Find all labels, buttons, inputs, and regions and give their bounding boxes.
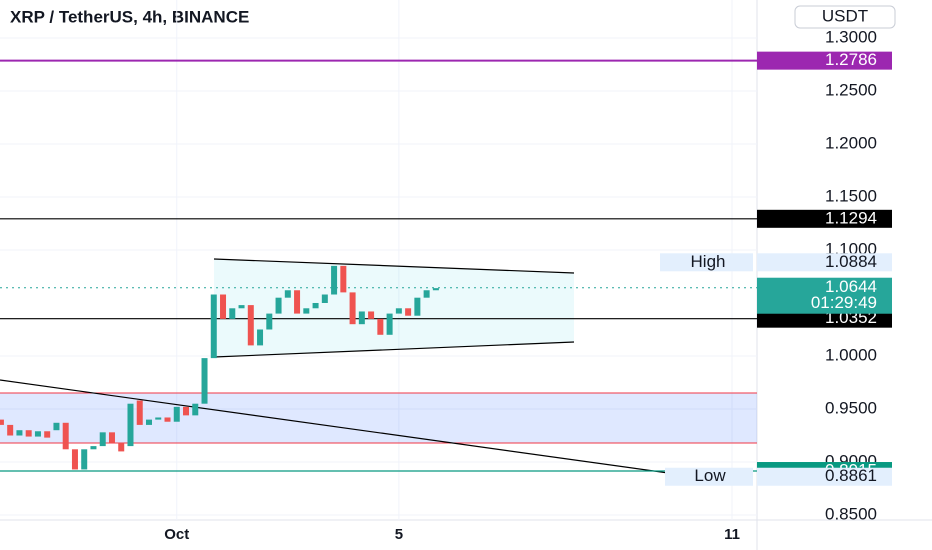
candle-body [284, 290, 291, 298]
candle-body [173, 406, 180, 422]
candle-body [220, 294, 227, 319]
candle-body [108, 432, 115, 443]
candle-body [183, 406, 190, 416]
candle-body [71, 449, 78, 470]
candle-body [62, 422, 69, 450]
candle-body [331, 265, 338, 295]
low-value-box [757, 467, 892, 486]
high-value-box [757, 253, 892, 272]
candle-body [358, 311, 365, 325]
level-label-box [757, 309, 892, 328]
candle-body [136, 400, 143, 425]
candle-body [238, 305, 245, 309]
drawings [0, 258, 757, 484]
candle-body [145, 419, 152, 425]
candle-body [423, 290, 430, 298]
candle-body [164, 417, 171, 422]
y-tick-label: 1.2500 [825, 80, 877, 99]
level-label: 1.2786 [825, 50, 877, 69]
candle-body [377, 318, 384, 335]
candle-body [25, 430, 32, 437]
low-tag [665, 467, 753, 486]
candle-body [349, 292, 356, 325]
triangle [214, 259, 574, 357]
candle-body [44, 431, 51, 438]
candle-body [405, 308, 412, 316]
level-label-box [757, 209, 892, 228]
trend-line [213, 258, 575, 274]
level-label: 1.1294 [825, 208, 877, 227]
candle-body [192, 403, 199, 416]
candle-body [247, 305, 254, 346]
trend-line [0, 379, 741, 484]
candle-body [34, 431, 41, 437]
zone [0, 393, 757, 443]
high-value: 1.0884 [825, 252, 877, 271]
candle-body [201, 358, 208, 404]
candle-body [210, 294, 217, 359]
candle-body [386, 313, 393, 335]
y-tick-label: 1.1500 [825, 186, 877, 205]
candle-body [294, 290, 301, 314]
y-tick-label: 1.0000 [825, 345, 877, 364]
candle-body [155, 417, 162, 420]
x-tick-label: 5 [395, 526, 403, 543]
candle-body [7, 424, 14, 436]
x-tick-label: Oct [164, 526, 189, 543]
candle-body [303, 308, 310, 314]
candle-body [368, 311, 375, 319]
candle-body [0, 419, 4, 425]
y-tick-label: 1.2000 [825, 133, 877, 152]
trend-line [213, 341, 575, 358]
candle-body [53, 422, 60, 431]
candle-body [275, 297, 282, 314]
candle-body [127, 403, 134, 447]
currency[interactable]: USDT [822, 6, 868, 25]
y-tick-label: 0.8500 [825, 505, 877, 524]
candle-body [99, 432, 106, 447]
low-value: 0.8861 [825, 466, 877, 485]
candle-body [118, 442, 125, 452]
y-tick-label: 1.3000 [825, 27, 877, 46]
candle-body [321, 294, 328, 303]
last-price-box [757, 277, 892, 314]
candle-body [229, 308, 236, 319]
candle-body [395, 308, 402, 314]
low-label: Low [694, 466, 726, 485]
candle-body [90, 446, 97, 450]
last-price: 1.0644 [825, 277, 877, 296]
candle-body [81, 449, 88, 470]
x-tick-label: 11 [724, 526, 740, 543]
chart-title: XRP / TetherUS, 4h, BINANCE [10, 7, 249, 26]
high-tag [660, 253, 753, 272]
countdown: 01:29:49 [811, 293, 877, 312]
candle-body [414, 297, 421, 316]
candle-body [312, 302, 319, 309]
y-tick-label: 0.9500 [825, 398, 877, 417]
candle-body [266, 313, 273, 330]
candle-body [16, 430, 23, 436]
currency-box[interactable] [794, 5, 896, 29]
candle-body [340, 265, 347, 293]
high-label: High [691, 252, 726, 271]
candle-body [257, 329, 264, 346]
level-label-box [757, 51, 892, 70]
candle-body [432, 288, 439, 291]
